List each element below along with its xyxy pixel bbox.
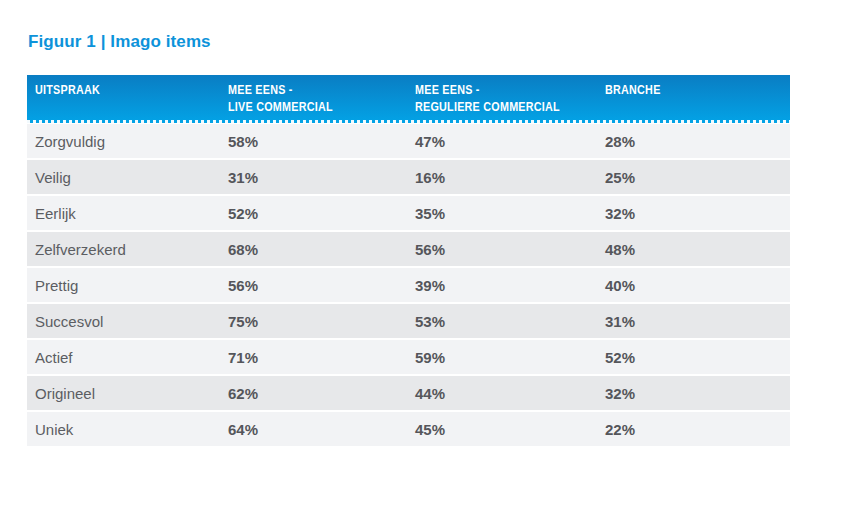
value-live-commercial: 62% [220, 385, 407, 402]
value-live-commercial: 58% [220, 133, 407, 150]
row-label: Eerlijk [27, 205, 220, 222]
value-reguliere-commercial: 56% [407, 241, 597, 258]
table-row-actief: Actief 71% 59% 52% [27, 340, 790, 374]
value-branche: 48% [597, 241, 790, 258]
value-branche: 52% [597, 349, 790, 366]
table-row-zelfverzekerd: Zelfverzekerd 68% 56% 48% [27, 232, 790, 266]
row-label: Zorgvuldig [27, 133, 220, 150]
header-live-line1: MEE EENS - [228, 82, 293, 99]
header-reguliere-line1: MEE EENS - [415, 82, 480, 99]
value-reguliere-commercial: 35% [407, 205, 597, 222]
value-reguliere-commercial: 44% [407, 385, 597, 402]
row-label: Prettig [27, 277, 220, 294]
value-reguliere-commercial: 59% [407, 349, 597, 366]
table-row-uniek: Uniek 64% 45% 22% [27, 412, 790, 446]
header-cell-uitspraak: UITSPRAAK [27, 75, 220, 123]
header-branche-line1: BRANCHE [605, 82, 661, 99]
header-cell-live-commercial: MEE EENS - LIVE COMMERCIAL [220, 75, 407, 123]
report-page: { "title": "Figuur 1 | Imago items", "ta… [0, 0, 864, 508]
table-row-succesvol: Succesvol 75% 53% 31% [27, 304, 790, 338]
table-row-zorgvuldig: Zorgvuldig 58% 47% 28% [27, 124, 790, 158]
imago-items-table: UITSPRAAK MEE EENS - LIVE COMMERCIAL MEE… [27, 75, 790, 446]
value-reguliere-commercial: 45% [407, 421, 597, 438]
value-live-commercial: 52% [220, 205, 407, 222]
table-row-eerlijk: Eerlijk 52% 35% 32% [27, 196, 790, 230]
row-label: Zelfverzekerd [27, 241, 220, 258]
value-branche: 32% [597, 385, 790, 402]
value-live-commercial: 56% [220, 277, 407, 294]
header-reguliere-line2: REGULIERE COMMERCIAL [415, 99, 560, 116]
row-label: Veilig [27, 169, 220, 186]
header-cell-reguliere-commercial: MEE EENS - REGULIERE COMMERCIAL [407, 75, 597, 123]
value-reguliere-commercial: 47% [407, 133, 597, 150]
header-uitspraak-line1: UITSPRAAK [35, 82, 100, 99]
value-branche: 32% [597, 205, 790, 222]
value-live-commercial: 64% [220, 421, 407, 438]
value-branche: 25% [597, 169, 790, 186]
table-body: Zorgvuldig 58% 47% 28% Veilig 31% 16% 25… [27, 124, 790, 446]
row-label: Origineel [27, 385, 220, 402]
value-live-commercial: 31% [220, 169, 407, 186]
header-live-line2: LIVE COMMERCIAL [228, 99, 333, 116]
table-row-prettig: Prettig 56% 39% 40% [27, 268, 790, 302]
value-branche: 40% [597, 277, 790, 294]
table-row-origineel: Origineel 62% 44% 32% [27, 376, 790, 410]
value-branche: 31% [597, 313, 790, 330]
table-row-veilig: Veilig 31% 16% 25% [27, 160, 790, 194]
value-live-commercial: 75% [220, 313, 407, 330]
figure-title: Figuur 1 | Imago items [28, 32, 211, 52]
value-reguliere-commercial: 39% [407, 277, 597, 294]
value-branche: 28% [597, 133, 790, 150]
row-label: Uniek [27, 421, 220, 438]
value-reguliere-commercial: 53% [407, 313, 597, 330]
value-branche: 22% [597, 421, 790, 438]
table-header-row: UITSPRAAK MEE EENS - LIVE COMMERCIAL MEE… [27, 75, 790, 123]
value-live-commercial: 68% [220, 241, 407, 258]
row-label: Actief [27, 349, 220, 366]
value-live-commercial: 71% [220, 349, 407, 366]
header-cell-branche: BRANCHE [597, 75, 790, 123]
value-reguliere-commercial: 16% [407, 169, 597, 186]
row-label: Succesvol [27, 313, 220, 330]
